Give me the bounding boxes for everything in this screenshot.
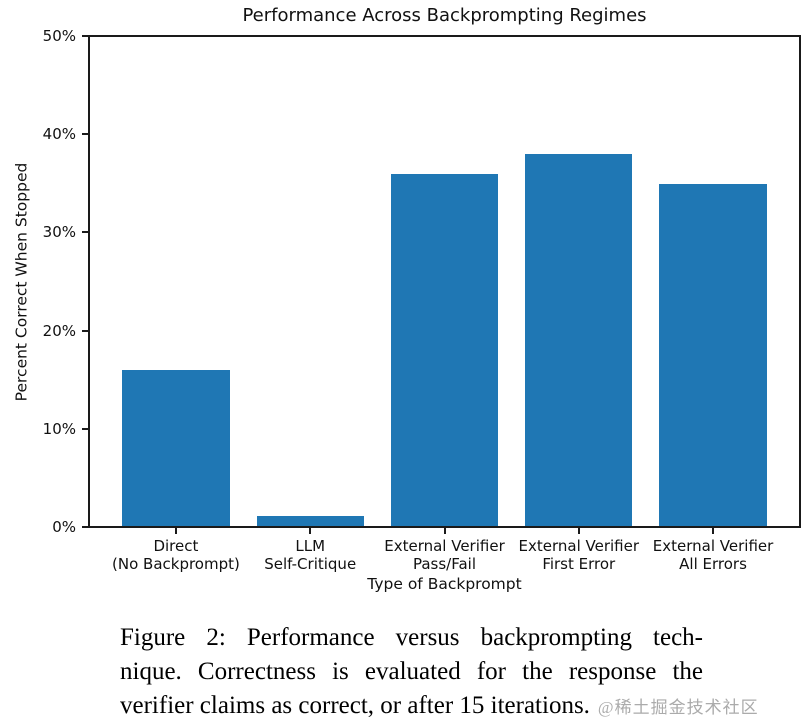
y-axis-label-text: Percent Correct When Stopped: [12, 162, 31, 401]
x-tick-label: External Verifier First Error: [518, 537, 640, 573]
caption-line: Figure 2: Performance versus backprompti…: [120, 624, 703, 651]
y-tick: [82, 526, 88, 528]
y-tick: [82, 427, 88, 430]
x-tick: [174, 528, 177, 534]
y-axis-label: Percent Correct When Stopped: [8, 35, 34, 528]
chart-title: Performance Across Backprompting Regimes: [242, 5, 647, 26]
y-tick-label: 30%: [42, 223, 76, 242]
caption-line-text: verifier claims as correct, or after 15 …: [120, 692, 590, 719]
plot-area: [88, 35, 801, 528]
caption-line: nique. Correctness is evaluated for the …: [120, 658, 703, 685]
figure-caption: Figure 2: Performance versus backprompti…: [120, 621, 758, 725]
bar-0: [122, 369, 230, 526]
y-tick: [82, 133, 88, 136]
bar-4: [659, 183, 767, 526]
y-tick: [82, 329, 88, 332]
y-tick-label: 40%: [42, 125, 76, 144]
watermark: @稀土掘金技术社区: [597, 698, 759, 717]
x-tick: [712, 528, 715, 534]
x-tick-label: External Verifier All Errors: [652, 537, 774, 573]
x-tick-label: Direct (No Backprompt): [112, 537, 240, 573]
bar-1: [256, 516, 364, 526]
x-tick: [443, 528, 446, 534]
y-tick: [82, 231, 88, 234]
x-tick: [309, 528, 312, 534]
y-tick-label: 0%: [52, 518, 76, 536]
caption-line: verifier claims as correct, or after 15 …: [120, 689, 758, 725]
x-tick-label: LLM Self-Critique: [264, 537, 357, 573]
y-tick-label: 20%: [42, 321, 76, 340]
y-tick-label: 10%: [42, 419, 76, 438]
y-tick-label: 50%: [42, 27, 76, 45]
x-tick: [577, 528, 580, 534]
x-tick-label: External Verifier Pass/Fail: [384, 537, 505, 573]
bar-2: [390, 173, 499, 526]
y-tick: [82, 35, 88, 37]
bar-3: [525, 154, 633, 526]
x-axis-label: Type of Backprompt: [367, 575, 522, 593]
bar-chart: Performance Across Backprompting Regimes…: [8, 5, 801, 593]
